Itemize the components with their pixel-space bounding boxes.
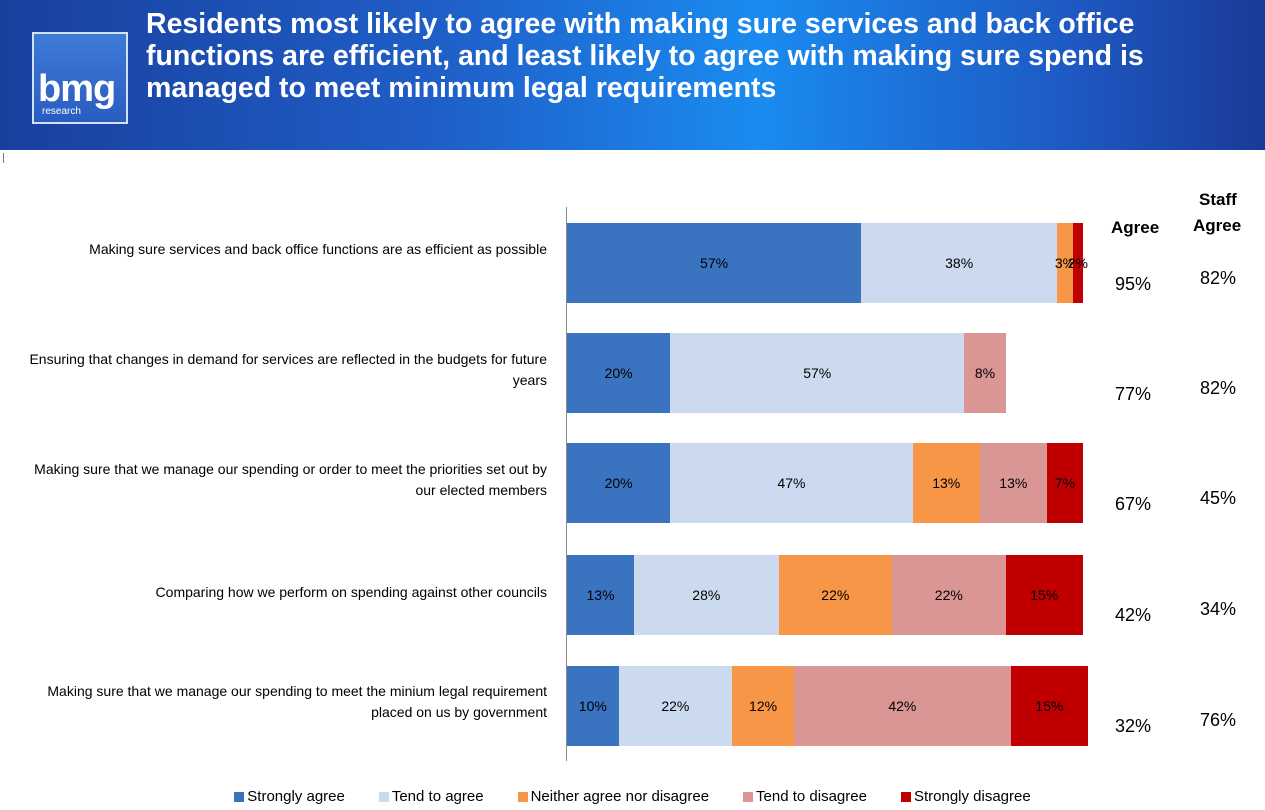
legend-label: Strongly disagree <box>913 788 1031 805</box>
data-label: 38% <box>945 255 974 271</box>
data-label: 20% <box>604 365 633 381</box>
logo-wordmark: bmg <box>38 68 116 110</box>
chart-legend: Strongly agree Tend to agree Neither agree… <box>0 788 1265 805</box>
bar-segment: 22% <box>892 555 1006 635</box>
staff-agree-value: 34% <box>1200 599 1237 619</box>
data-label: 7% <box>1054 475 1076 491</box>
category-axis-line <box>566 207 567 761</box>
legend-label: Neither agree nor disagree <box>530 788 710 805</box>
header-divider <box>0 150 1265 153</box>
data-label: 13% <box>932 475 961 491</box>
agree-value: 32% <box>1115 716 1152 736</box>
bar-segment: 28% <box>634 555 779 635</box>
bar-segment: 13% <box>912 443 980 523</box>
data-label: 22% <box>661 698 690 714</box>
legend-label: Strongly agree <box>247 788 345 805</box>
legend-label: Tend to disagree <box>756 788 867 805</box>
agree-value: 77% <box>1115 384 1152 404</box>
bar-segment: 38% <box>861 223 1058 303</box>
bar-segment: 8% <box>964 333 1006 413</box>
staff-agree-value: 82% <box>1200 378 1237 398</box>
data-label: 2% <box>1067 255 1088 271</box>
data-label: 22% <box>934 587 963 603</box>
bar-segment: 57% <box>567 223 862 303</box>
data-label: 10% <box>578 698 607 714</box>
bar-segment: 20% <box>567 333 671 413</box>
legend-swatch <box>378 791 389 802</box>
data-label: 28% <box>692 587 721 603</box>
legend-item: Tend to agree <box>378 788 484 805</box>
staff-column-header-line2: Agree <box>1193 216 1242 235</box>
bar-segment: 12% <box>732 666 795 746</box>
bar-segment: 42% <box>794 666 1011 746</box>
legend-label: Tend to agree <box>391 788 484 805</box>
data-label: 8% <box>974 365 996 381</box>
logo-subtext: research <box>42 106 81 117</box>
staff-agree-value: 82% <box>1200 268 1237 288</box>
legend-swatch <box>743 791 754 802</box>
bar-row: 57% 38% 3% 2% <box>567 223 1088 303</box>
bar-segment: 13% <box>979 443 1047 523</box>
data-label: 15% <box>1030 587 1059 603</box>
agree-column-header: Agree <box>1111 218 1160 237</box>
legend-item: Neither agree nor disagree <box>517 788 710 805</box>
data-label: 13% <box>586 587 615 603</box>
bar-segment: 10% <box>567 666 619 746</box>
data-label: 20% <box>604 475 633 491</box>
data-label: 22% <box>821 587 850 603</box>
agree-value: 95% <box>1115 274 1152 294</box>
category-label: Making sure that we manage our spending … <box>34 461 547 498</box>
data-label: 15% <box>1035 698 1064 714</box>
data-label: 3% <box>1054 255 1076 271</box>
data-label: 42% <box>888 698 917 714</box>
bmg-logo: bmg research <box>32 32 128 124</box>
legend-swatch <box>234 791 245 802</box>
bar-row: 20% 47% 13% 13% 7% <box>567 443 1083 523</box>
agree-value: 67% <box>1115 494 1152 514</box>
bar-segment: 7% <box>1046 443 1083 523</box>
bar-row: 20% 57% 8% <box>567 333 1006 413</box>
bar-segment: 47% <box>670 443 913 523</box>
legend-item: Strongly agree <box>234 788 345 805</box>
bar-row: 10% 22% 12% 42% 15% <box>567 666 1089 746</box>
legend-swatch <box>900 791 911 802</box>
bar-segment: 3% <box>1054 223 1076 303</box>
category-label: Making sure that we manage our spending … <box>47 683 547 720</box>
bar-segment: 20% <box>567 443 671 523</box>
data-label: 12% <box>749 698 778 714</box>
page-title: Residents most likely to agree with maki… <box>146 8 1144 104</box>
data-label: 57% <box>803 365 832 381</box>
header-tick-mark <box>3 153 4 163</box>
bar-row: 13% 28% 22% 22% 15% <box>567 555 1083 635</box>
legend-swatch <box>517 791 528 802</box>
bar-segment: 15% <box>1005 555 1083 635</box>
bar-segment: 22% <box>618 666 733 746</box>
category-label: Comparing how we perform on spending aga… <box>155 584 547 600</box>
category-label: Making sure services and back office fun… <box>89 241 547 257</box>
header-banner: bmg research Residents most likely to ag… <box>0 0 1265 150</box>
bar-segment: 13% <box>567 555 635 635</box>
bar-segment: 22% <box>778 555 893 635</box>
data-label: 13% <box>999 475 1028 491</box>
legend-item: Tend to disagree <box>743 788 867 805</box>
agree-value: 42% <box>1115 605 1152 625</box>
bar-segment: 57% <box>670 333 965 413</box>
staff-agree-value: 76% <box>1200 710 1237 730</box>
staff-agree-value: 45% <box>1200 488 1237 508</box>
bar-segment: 2% <box>1068 223 1088 303</box>
legend-item: Strongly disagree <box>900 788 1031 805</box>
data-label: 47% <box>777 475 806 491</box>
data-label: 57% <box>700 255 729 271</box>
staff-column-header-line1: Staff <box>1199 190 1237 209</box>
bar-segment: 15% <box>1010 666 1089 746</box>
category-label: Ensuring that changes in demand for serv… <box>29 351 547 388</box>
